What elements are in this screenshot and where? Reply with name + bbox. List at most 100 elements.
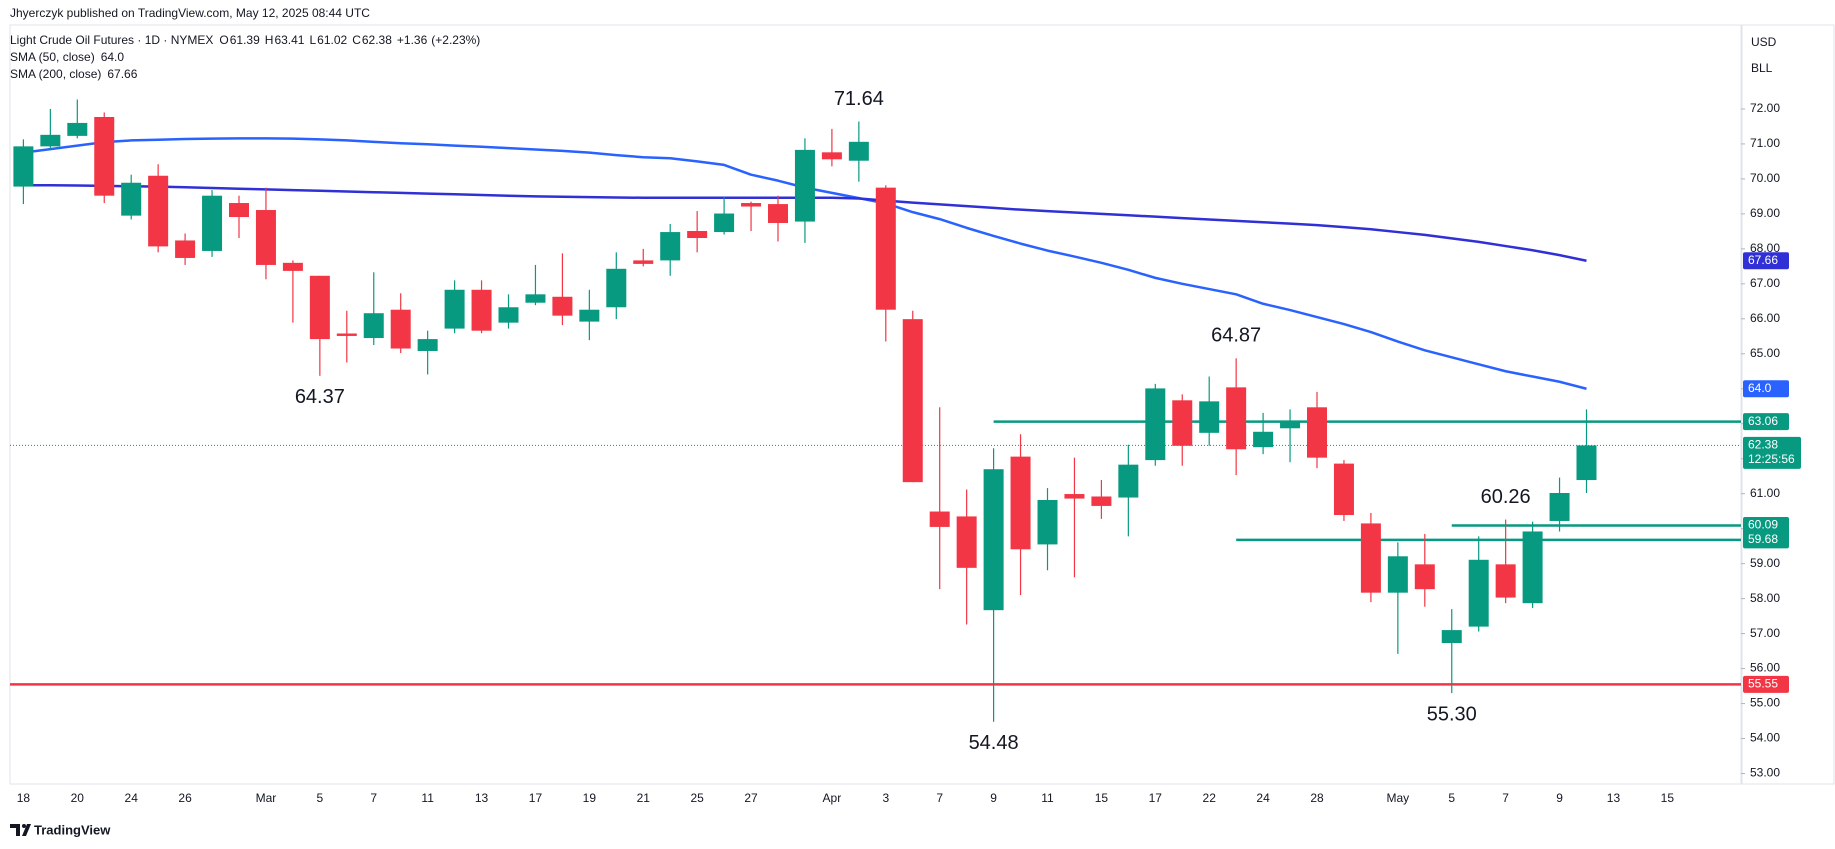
- candle-body: [794, 149, 815, 222]
- candle-body: [255, 210, 276, 265]
- candle-body: [929, 511, 950, 527]
- y-tick-label: 65.00: [1750, 346, 1780, 360]
- candle-body: [1226, 387, 1247, 450]
- candle-body: [1333, 463, 1354, 516]
- candle-body: [1360, 523, 1381, 593]
- change-pct: (+2.23%): [431, 33, 480, 47]
- x-tick-label: 21: [637, 791, 651, 805]
- y-tick-label: 56.00: [1750, 661, 1780, 675]
- x-tick-label: 25: [690, 791, 704, 805]
- logo: [10, 824, 31, 836]
- candle-body: [902, 319, 923, 483]
- candle-body: [1495, 564, 1516, 598]
- x-tick-label: 7: [370, 791, 377, 805]
- y-tick-label: 67.00: [1750, 276, 1780, 290]
- candle-body: [633, 260, 654, 264]
- candle-body: [1468, 559, 1489, 627]
- x-tick-label: 22: [1203, 791, 1217, 805]
- price-annotation: 55.30: [1427, 703, 1477, 725]
- x-tick-label: 5: [317, 791, 324, 805]
- price-tag-label: 55.55: [1748, 676, 1778, 690]
- y-tick-label: 71.00: [1750, 136, 1780, 150]
- price-tag-label: 62.38: [1748, 438, 1778, 452]
- price-annotation: 71.64: [834, 88, 884, 110]
- x-tick-label: 28: [1310, 791, 1324, 805]
- candle-body: [1441, 630, 1462, 644]
- candle-body: [363, 313, 384, 339]
- x-tick-label: 3: [882, 791, 889, 805]
- candle-body: [94, 116, 115, 196]
- quote-label: C: [352, 33, 361, 47]
- legend-value: 67.66: [107, 67, 137, 81]
- candle-body: [687, 231, 708, 239]
- y-tick-label: 59.00: [1750, 556, 1780, 570]
- x-tick-label: 13: [1607, 791, 1621, 805]
- candle-body: [444, 289, 465, 329]
- candle-body: [1414, 564, 1435, 590]
- candle-body: [1172, 400, 1193, 446]
- price-annotation: 64.37: [295, 386, 345, 408]
- y-tick-label: 61.00: [1750, 486, 1780, 500]
- candle-body: [471, 289, 492, 331]
- price-tag: [1743, 675, 1789, 693]
- price-annotation: 60.26: [1481, 486, 1531, 508]
- candle-body: [175, 240, 196, 258]
- candle-body: [660, 232, 681, 261]
- x-tick-label: 24: [1256, 791, 1270, 805]
- watermark: TradingView: [34, 822, 111, 837]
- change: +1.36: [397, 33, 428, 47]
- candle-body: [390, 309, 411, 349]
- price-tag: [1743, 413, 1789, 431]
- candle-body: [121, 182, 142, 216]
- x-tick-label: 11: [1041, 791, 1054, 805]
- y-tick-label: 54.00: [1750, 731, 1780, 745]
- x-tick-label: 18: [17, 791, 31, 805]
- x-tick-label: 15: [1661, 791, 1675, 805]
- x-tick-label: 27: [744, 791, 758, 805]
- candle-body: [875, 187, 896, 310]
- candle-body: [1549, 492, 1570, 521]
- candle-body: [498, 307, 519, 323]
- price-tag: [1743, 252, 1789, 270]
- price-annotation: 64.87: [1211, 325, 1261, 347]
- y-tick-label: 55.00: [1750, 696, 1780, 710]
- candle-body: [1522, 531, 1543, 604]
- y-tick-label: 70.00: [1750, 171, 1780, 185]
- x-tick-label: Apr: [823, 791, 842, 805]
- y-tick-label: 68.00: [1750, 241, 1780, 255]
- price-tag-label: 60.09: [1748, 518, 1778, 532]
- price-annotation: 54.48: [969, 732, 1019, 754]
- candle-body: [1091, 496, 1112, 506]
- quote-value: 63.41: [274, 33, 304, 47]
- candle-body: [983, 469, 1004, 611]
- x-tick-label: 11: [421, 791, 434, 805]
- currency: USD: [1751, 35, 1777, 49]
- quote-label: L: [309, 33, 316, 47]
- y-tick-label: 53.00: [1750, 766, 1780, 780]
- x-tick-label: 20: [71, 791, 85, 805]
- candle-body: [1037, 499, 1058, 545]
- candle-body: [714, 213, 735, 233]
- candle-body: [336, 333, 357, 336]
- legend-label: SMA (200, close): [10, 67, 101, 81]
- candle-body: [525, 294, 546, 303]
- candle-body: [148, 175, 169, 247]
- y-tick-label: 72.00: [1750, 101, 1780, 115]
- legend-label: SMA (50, close): [10, 50, 95, 64]
- x-tick-label: 7: [1502, 791, 1509, 805]
- x-tick-label: Mar: [256, 791, 277, 805]
- candle-body: [1387, 556, 1408, 593]
- candle-body: [579, 309, 600, 322]
- candle-body: [1118, 464, 1139, 498]
- x-tick-label: 13: [475, 791, 489, 805]
- candle-body: [848, 141, 869, 161]
- y-tick-label: 58.00: [1750, 591, 1780, 605]
- y-tick-label: 66.00: [1750, 311, 1780, 325]
- candle-body: [67, 122, 88, 136]
- price-tag-label: 64.0: [1748, 381, 1772, 395]
- y-tick-label: 57.00: [1750, 626, 1780, 640]
- quote-value: 61.39: [230, 33, 260, 47]
- candle-body: [552, 296, 573, 316]
